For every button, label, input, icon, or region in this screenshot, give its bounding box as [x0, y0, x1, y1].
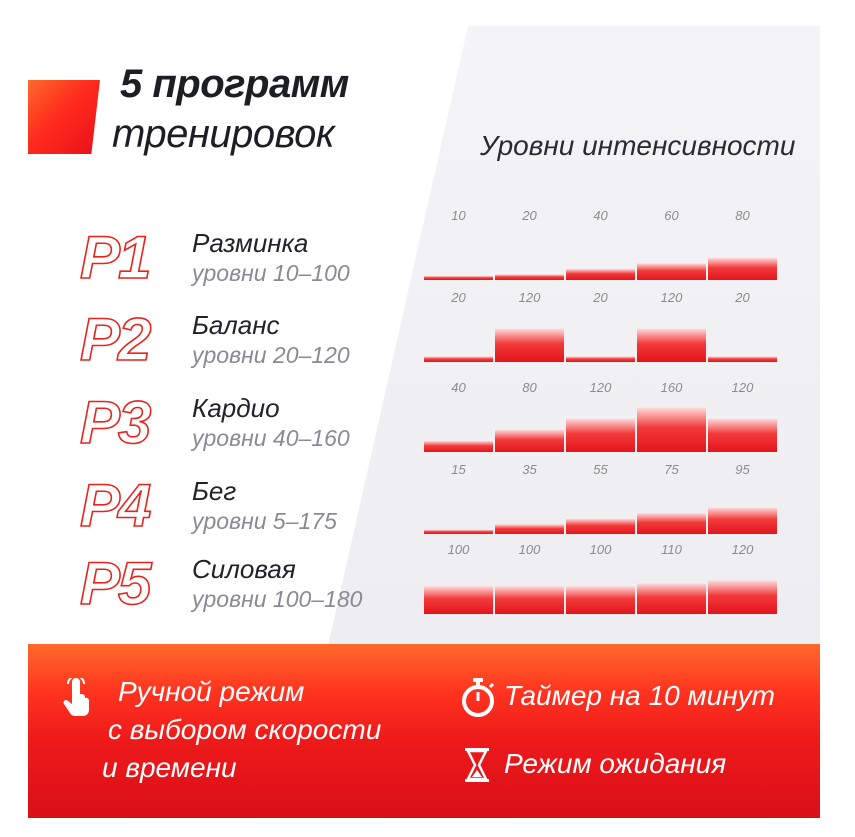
title-line1: 5 программ — [120, 62, 349, 106]
intensity-bar — [495, 524, 564, 534]
intensity-bar — [708, 507, 777, 534]
title-line2: тренировок — [112, 112, 335, 156]
intensity-bar — [566, 418, 635, 452]
intensity-bar — [708, 257, 777, 280]
program-name: Разминка — [192, 228, 309, 258]
chart-p5-svg: 100 100 100 110 120 — [424, 542, 777, 614]
chart-p3-svg: 40 80 120 160 120 — [424, 380, 777, 452]
intensity-bar — [708, 580, 777, 614]
intensity-bar — [637, 263, 706, 280]
bar-value-label: 95 — [735, 462, 750, 477]
intensity-bar — [495, 274, 564, 280]
bar-value-label: 100 — [590, 542, 612, 557]
bar-value-label: 120 — [732, 380, 754, 395]
bar-value-label: 15 — [451, 462, 466, 477]
infographic-card: 5 программ тренировок Уровни интенсивнос… — [28, 26, 820, 818]
program-code: P4 — [79, 472, 152, 539]
program-p3: P3 Кардио уровни 40–160 — [79, 389, 380, 473]
intensity-bar — [637, 513, 706, 534]
bar-value-label: 20 — [734, 290, 750, 305]
bar-value-label: 55 — [593, 462, 608, 477]
bar-value-label: 80 — [522, 380, 537, 395]
intensity-bar — [637, 328, 706, 362]
bar-value-label: 40 — [593, 208, 608, 223]
bar-value-label: 160 — [661, 380, 683, 395]
bar-value-label: 120 — [661, 290, 683, 305]
program-p5: P5 Силовая уровни 100–180 — [79, 550, 380, 634]
chart-p2-svg: 20 120 20 120 20 — [424, 290, 777, 362]
intensity-bar — [424, 529, 493, 534]
bar-value-label: 100 — [519, 542, 541, 557]
bar-value-label: 120 — [732, 542, 754, 557]
stopwatch-icon — [462, 678, 495, 717]
accent-badge — [28, 80, 100, 154]
chart-p2: 20 120 20 120 20 — [424, 290, 777, 366]
program-code: P1 — [79, 224, 152, 291]
chart-p5: 100 100 100 110 120 — [424, 542, 777, 618]
program-code: P2 — [79, 306, 152, 373]
intensity-bar — [424, 440, 493, 452]
intensity-bar — [637, 583, 706, 614]
intensity-bar — [424, 276, 493, 280]
intensity-bar — [566, 268, 635, 280]
hourglass-icon — [465, 748, 489, 782]
chart-p1-svg: 10 20 40 60 80 — [424, 208, 777, 280]
intensity-bar — [566, 586, 635, 614]
bar-value-label: 60 — [664, 208, 679, 223]
features-banner: Ручной режим с выбором скорости и времен… — [28, 644, 820, 818]
bar-value-label: 100 — [448, 542, 470, 557]
bar-value-label: 40 — [451, 380, 466, 395]
intensity-bar — [708, 356, 777, 362]
bar-value-label: 120 — [590, 380, 612, 395]
timer-label: Таймер на 10 минут — [504, 680, 775, 711]
intensity-bar — [566, 518, 635, 534]
intensity-bar — [708, 418, 777, 452]
standby-label: Режим ожидания — [504, 748, 727, 779]
bar-value-label: 75 — [664, 462, 679, 477]
program-range: уровни 20–120 — [192, 342, 350, 368]
chart-p4-svg: 15 35 55 75 95 — [424, 462, 777, 534]
intensity-bar — [424, 586, 493, 614]
intensity-bar — [566, 356, 635, 362]
program-p2: P2 Баланс уровни 20–120 — [79, 306, 380, 390]
program-name: Кардио — [192, 393, 280, 423]
chart-p3: 40 80 120 160 120 — [424, 380, 777, 456]
program-name: Баланс — [192, 310, 280, 340]
program-range: уровни 10–100 — [192, 260, 350, 286]
program-code: P3 — [79, 389, 152, 456]
manual-line1: Ручной режим — [118, 676, 305, 707]
intensity-bar — [495, 586, 564, 614]
intensity-bar — [495, 429, 564, 452]
intensity-bar — [424, 356, 493, 362]
program-name: Силовая — [192, 554, 296, 584]
program-range: уровни 100–180 — [192, 586, 363, 612]
program-range: уровни 5–175 — [192, 508, 337, 534]
bar-value-label: 80 — [735, 208, 750, 223]
program-p4: P4 Бег уровни 5–175 — [79, 472, 380, 556]
intensity-bar — [495, 328, 564, 362]
bar-value-label: 20 — [450, 290, 466, 305]
bar-value-label: 20 — [521, 208, 537, 223]
levels-title: Уровни интенсивности — [480, 130, 796, 161]
program-code: P5 — [79, 550, 152, 617]
program-range: уровни 40–160 — [192, 425, 350, 451]
bar-value-label: 20 — [592, 290, 608, 305]
chart-p1: 10 20 40 60 80 — [424, 208, 777, 284]
bar-value-label: 120 — [519, 290, 541, 305]
manual-line3: и времени — [102, 752, 237, 783]
intensity-bar — [637, 407, 706, 452]
program-p1: P1 Разминка уровни 10–100 — [79, 224, 380, 308]
manual-line2: с выбором скорости — [108, 714, 382, 745]
bar-value-label: 35 — [522, 462, 537, 477]
bar-value-label: 10 — [451, 208, 466, 223]
bar-value-label: 110 — [661, 542, 682, 557]
chart-p4: 15 35 55 75 95 — [424, 462, 777, 538]
hand-pointer-icon — [63, 678, 89, 716]
program-name: Бег — [192, 476, 237, 506]
